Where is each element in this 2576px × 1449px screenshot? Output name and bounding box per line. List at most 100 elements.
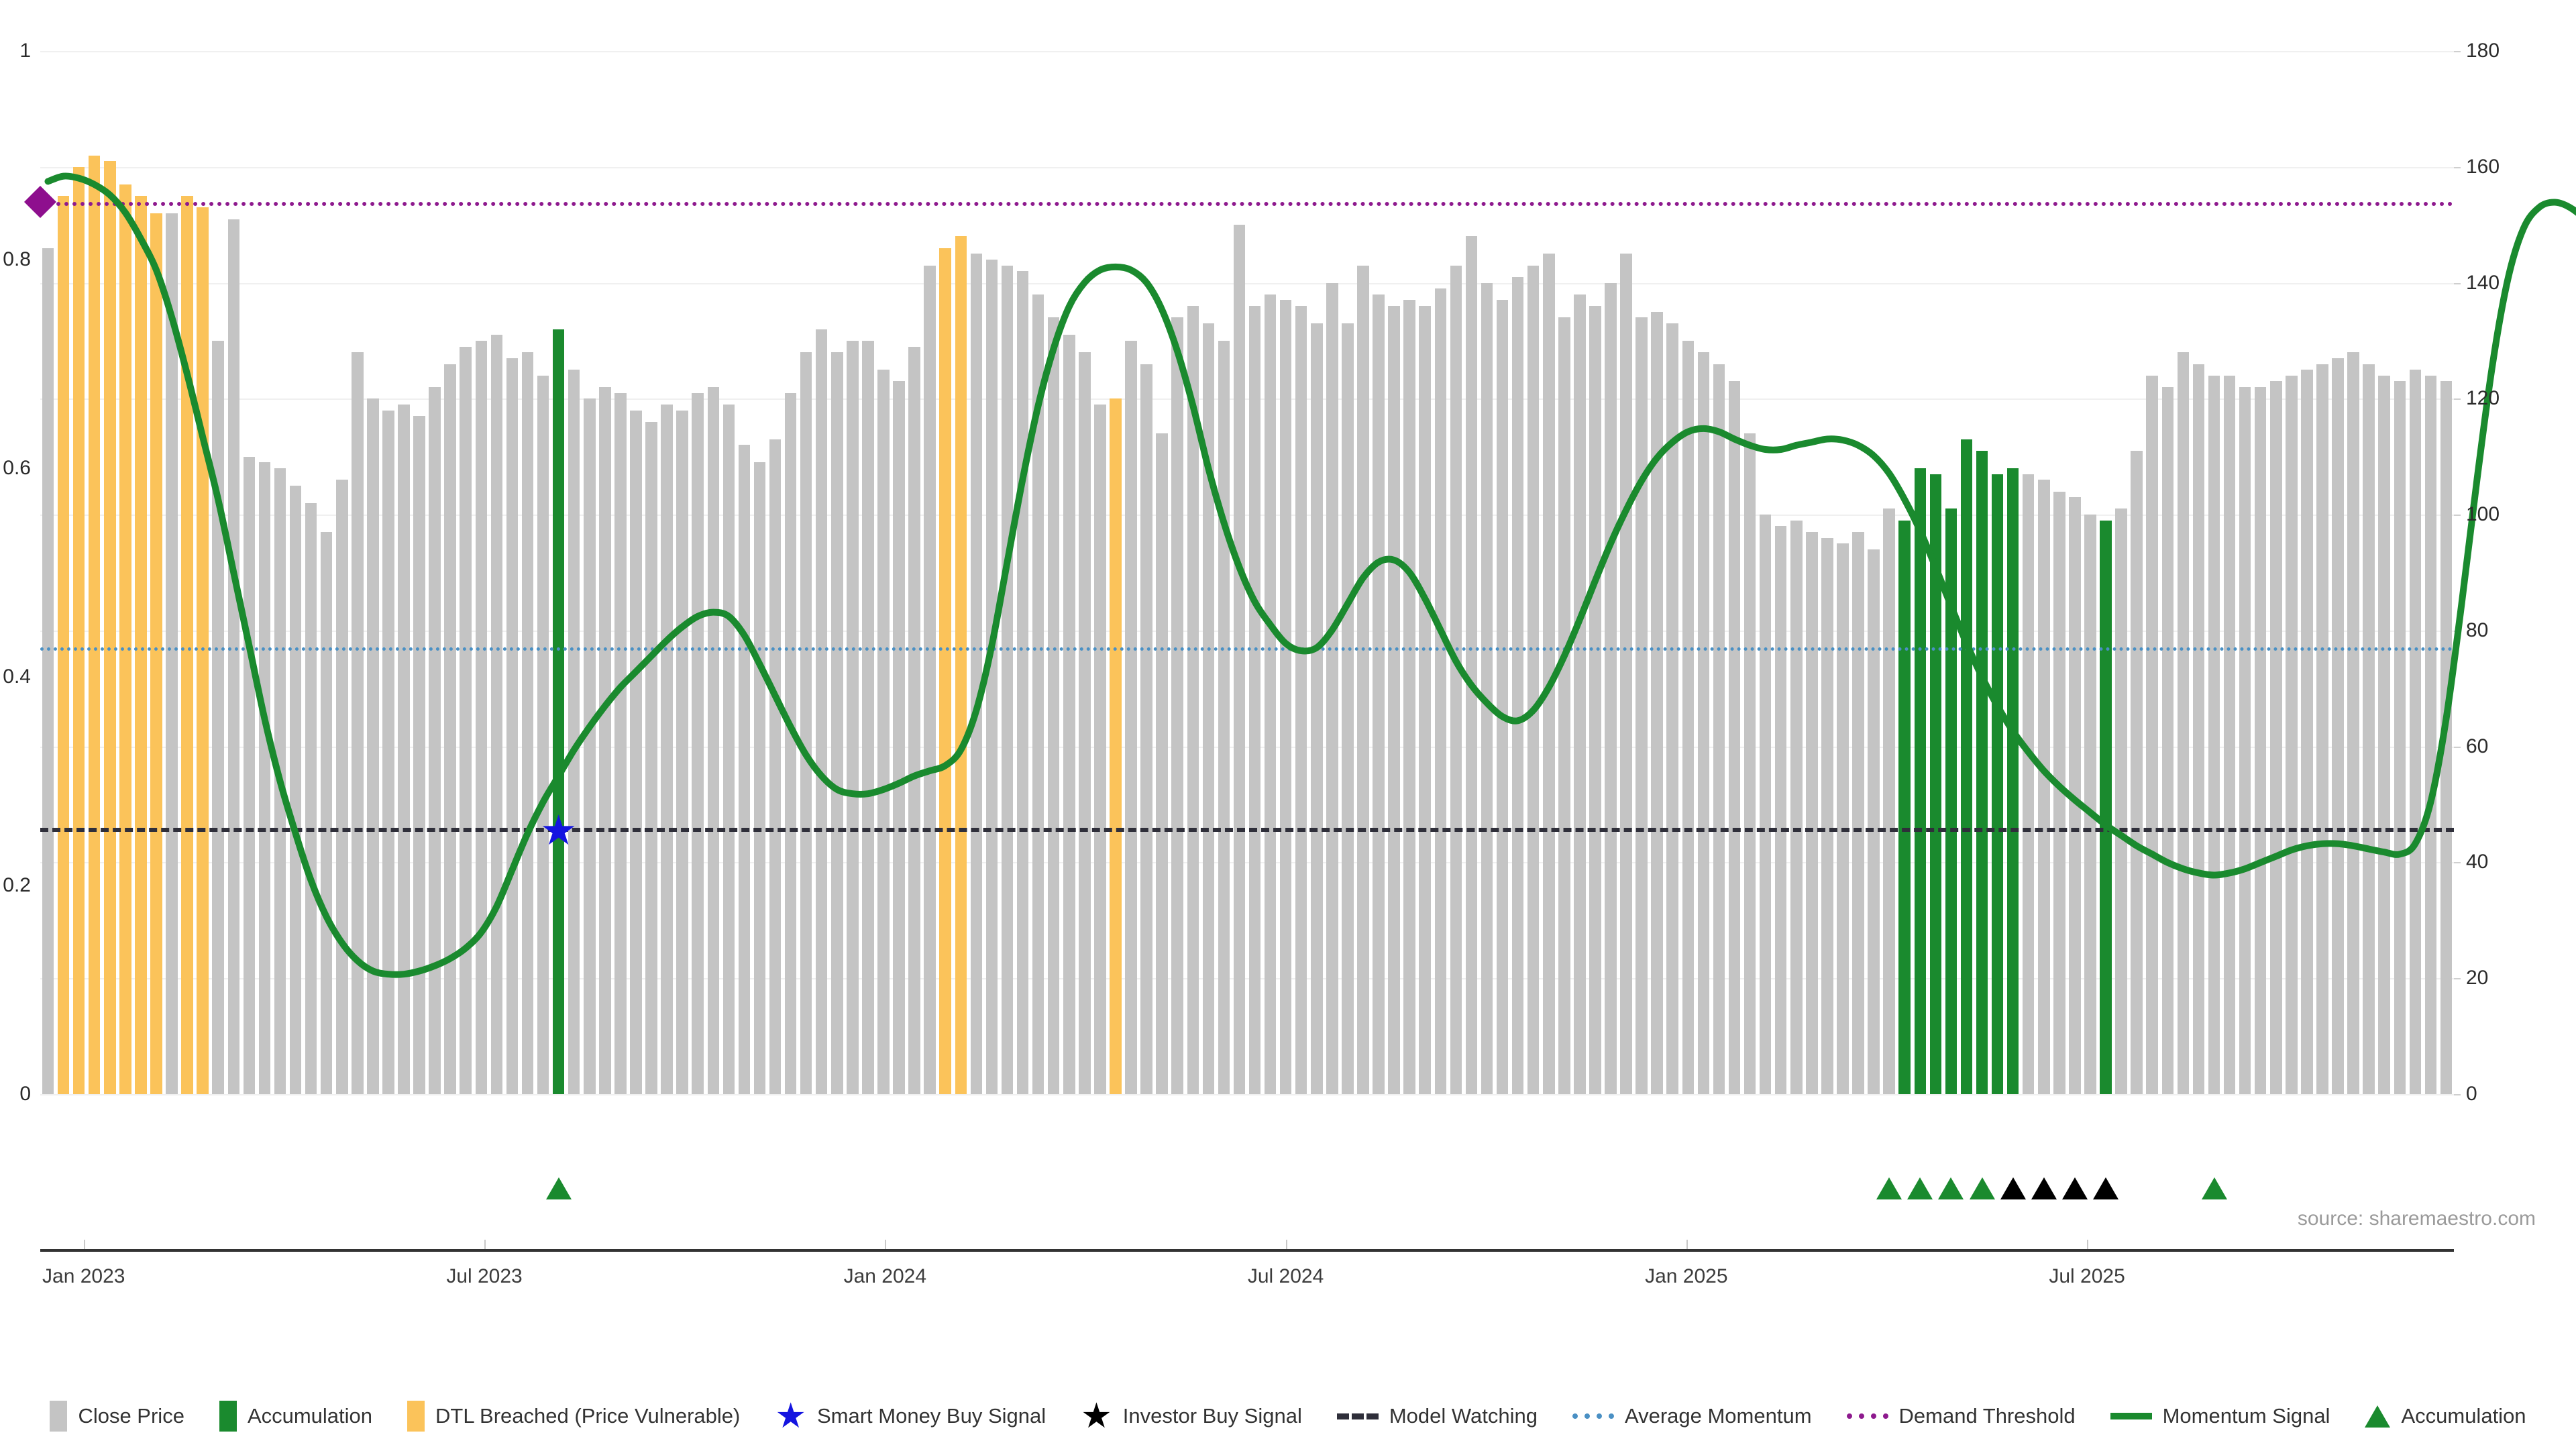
price-bar[interactable] xyxy=(382,410,394,1094)
price-bar[interactable] xyxy=(537,375,549,1094)
price-bar[interactable] xyxy=(104,161,116,1094)
price-bar[interactable] xyxy=(398,404,410,1094)
price-bar[interactable] xyxy=(42,248,54,1094)
price-bar[interactable] xyxy=(599,387,611,1094)
price-bar[interactable] xyxy=(2006,468,2019,1094)
price-bar[interactable] xyxy=(692,392,704,1094)
price-bar[interactable] xyxy=(676,410,688,1094)
price-bar[interactable] xyxy=(722,404,735,1094)
price-bar[interactable] xyxy=(1032,294,1044,1094)
legend-item-average-momentum[interactable]: Average Momentum xyxy=(1572,1404,1812,1428)
price-bar[interactable] xyxy=(630,410,642,1094)
price-bar[interactable] xyxy=(2100,520,2112,1094)
price-bar[interactable] xyxy=(800,352,812,1094)
price-bar[interactable] xyxy=(2269,381,2282,1094)
price-bar[interactable] xyxy=(135,195,147,1094)
price-bar[interactable] xyxy=(2301,370,2313,1094)
legend-item-smart-money-buy-signal[interactable]: ★ Smart Money Buy Signal xyxy=(775,1399,1046,1434)
price-bar[interactable] xyxy=(119,184,131,1094)
price-bar[interactable] xyxy=(1202,323,1215,1094)
price-bar[interactable] xyxy=(352,352,364,1094)
price-bar[interactable] xyxy=(289,485,302,1094)
price-bar[interactable] xyxy=(429,387,441,1094)
price-bar[interactable] xyxy=(753,462,766,1094)
price-bar[interactable] xyxy=(1635,317,1648,1094)
price-bar[interactable] xyxy=(970,254,983,1094)
price-bar[interactable] xyxy=(2424,375,2437,1094)
price-bar[interactable] xyxy=(2192,364,2205,1094)
legend-item-demand-threshold[interactable]: Demand Threshold xyxy=(1846,1404,2076,1428)
price-bar[interactable] xyxy=(2223,375,2236,1094)
price-bar[interactable] xyxy=(57,195,70,1094)
price-bar[interactable] xyxy=(460,346,472,1094)
price-bar[interactable] xyxy=(2146,375,2158,1094)
price-bar[interactable] xyxy=(2022,474,2035,1094)
price-bar[interactable] xyxy=(1774,526,1787,1094)
price-bar[interactable] xyxy=(475,340,488,1094)
price-bar[interactable] xyxy=(1605,282,1617,1094)
price-bar[interactable] xyxy=(1326,282,1338,1094)
price-bar[interactable] xyxy=(614,392,627,1094)
price-bar[interactable] xyxy=(2208,375,2220,1094)
price-bar[interactable] xyxy=(1713,364,1725,1094)
price-bar[interactable] xyxy=(1868,549,1880,1094)
price-bar[interactable] xyxy=(1527,265,1540,1094)
price-bar[interactable] xyxy=(2347,352,2359,1094)
price-bar[interactable] xyxy=(908,346,920,1094)
price-bar[interactable] xyxy=(166,213,178,1094)
price-bar[interactable] xyxy=(2177,352,2190,1094)
price-bar[interactable] xyxy=(1403,300,1415,1094)
price-bar[interactable] xyxy=(1094,404,1106,1094)
price-bar[interactable] xyxy=(150,213,162,1094)
price-bar[interactable] xyxy=(1125,340,1137,1094)
price-bar[interactable] xyxy=(877,370,890,1094)
price-bar[interactable] xyxy=(1682,340,1695,1094)
price-bar[interactable] xyxy=(939,248,951,1094)
price-bar[interactable] xyxy=(1496,300,1509,1094)
price-bar[interactable] xyxy=(552,329,565,1094)
price-bar[interactable] xyxy=(2131,451,2143,1094)
bars-layer[interactable] xyxy=(40,51,2454,1094)
price-bar[interactable] xyxy=(1574,294,1586,1094)
price-bar[interactable] xyxy=(2394,381,2406,1094)
price-bar[interactable] xyxy=(1651,311,1663,1094)
price-bar[interactable] xyxy=(1063,335,1075,1094)
price-bar[interactable] xyxy=(413,416,425,1094)
price-bar[interactable] xyxy=(1852,532,1864,1094)
price-bar[interactable] xyxy=(1806,532,1818,1094)
price-bar[interactable] xyxy=(444,364,456,1094)
price-bar[interactable] xyxy=(2161,387,2174,1094)
price-bar[interactable] xyxy=(1233,225,1246,1094)
price-bar[interactable] xyxy=(258,462,271,1094)
price-bar[interactable] xyxy=(1728,381,1741,1094)
price-bar[interactable] xyxy=(1697,352,1710,1094)
price-bar[interactable] xyxy=(1511,276,1524,1094)
price-bar[interactable] xyxy=(862,340,874,1094)
price-bar[interactable] xyxy=(584,398,596,1094)
legend-item-close-price[interactable]: Close Price xyxy=(50,1401,184,1432)
price-bar[interactable] xyxy=(1311,323,1323,1094)
price-bar[interactable] xyxy=(985,260,998,1094)
price-bar[interactable] xyxy=(2316,364,2328,1094)
price-bar[interactable] xyxy=(1898,520,1911,1094)
price-bar[interactable] xyxy=(1481,282,1493,1094)
price-bar[interactable] xyxy=(568,370,580,1094)
price-bar[interactable] xyxy=(1419,306,1431,1094)
price-bar[interactable] xyxy=(815,329,828,1094)
price-bar[interactable] xyxy=(1187,306,1199,1094)
price-bar[interactable] xyxy=(893,381,905,1094)
legend-item-dtl-breached-price-vulnerable[interactable]: DTL Breached (Price Vulnerable) xyxy=(407,1401,740,1432)
legend-item-accumulation[interactable]: Accumulation xyxy=(2365,1404,2526,1428)
price-bar[interactable] xyxy=(88,155,101,1094)
price-bar[interactable] xyxy=(1373,294,1385,1094)
price-bar[interactable] xyxy=(181,195,193,1094)
price-bar[interactable] xyxy=(707,387,720,1094)
price-bar[interactable] xyxy=(1620,254,1632,1094)
price-bar[interactable] xyxy=(1960,439,1973,1094)
price-bar[interactable] xyxy=(1248,306,1261,1094)
price-bar[interactable] xyxy=(1264,294,1277,1094)
price-bar[interactable] xyxy=(1759,515,1772,1094)
price-bar[interactable] xyxy=(2038,480,2050,1094)
price-bar[interactable] xyxy=(1542,254,1555,1094)
price-bar[interactable] xyxy=(1790,520,1803,1094)
